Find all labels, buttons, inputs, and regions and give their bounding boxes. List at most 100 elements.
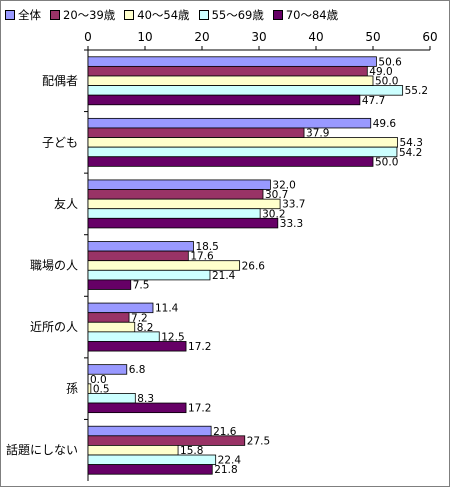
legend-swatch [198,10,209,20]
x-tick-label: 40 [308,30,323,44]
data-label: 49.6 [373,118,397,130]
x-tick-label: 50 [365,30,380,44]
data-label: 12.5 [161,331,184,343]
bar [87,425,212,437]
data-label: 8.3 [137,393,154,405]
bar [87,269,211,281]
category-label: 職場の人 [30,259,78,273]
data-label: 33.3 [280,218,303,230]
data-label: 22.4 [218,455,242,467]
data-label: 11.4 [155,303,179,315]
bar [87,454,217,466]
data-label: 50.0 [375,76,398,88]
data-label: 27.5 [247,435,270,447]
bar [87,402,187,414]
category-label: 友人 [54,197,78,211]
legend-label: 40〜54歳 [137,8,190,22]
legend-swatch [124,10,135,20]
bar [87,156,374,167]
legend-item: 40〜54歳 [124,7,190,23]
legend-swatch [272,10,283,20]
bar [87,383,92,394]
bar [87,56,377,67]
bar [87,85,404,96]
bar [87,65,368,77]
bar [87,94,361,106]
data-label: 17.2 [188,341,211,353]
data-label: 21.4 [212,270,236,282]
legend-label: 全体 [18,8,41,22]
bar [87,137,398,148]
data-label: 17.2 [188,403,211,415]
data-label: 49.0 [369,66,392,78]
bar [87,75,374,86]
bar [87,198,281,210]
bar [87,189,264,200]
bar [87,117,372,129]
data-label: 54.2 [399,147,422,159]
data-label: 50.0 [375,156,398,168]
legend: 全体 20〜39歳 40〜54歳 55〜69歳 70〜84歳 [5,6,347,24]
category-label: 子ども [42,135,78,149]
data-label: 55.2 [405,85,428,97]
data-label: 26.6 [242,260,266,272]
bar [87,179,271,190]
category-label: 配偶者 [42,74,78,88]
legend-swatch [5,10,15,20]
bar [87,341,187,352]
data-label: 6.8 [129,364,146,376]
bar [87,312,130,323]
legend-item: 55〜69歳 [198,7,264,23]
data-label: 21.8 [214,464,237,476]
category-label: 話題にしない [6,442,78,457]
data-label: 37.9 [306,128,329,140]
data-label: 54.3 [400,137,423,149]
category-label: 近所の人 [30,320,78,334]
data-label: 15.8 [180,445,203,457]
data-label: 0.0 [90,374,107,386]
bar [87,464,213,475]
data-label: 47.7 [362,95,385,107]
legend-item: 全体 [5,7,41,23]
data-label: 8.2 [137,322,154,334]
legend-label: 55〜69歳 [211,8,264,22]
bar [87,331,160,342]
legend-item: 70〜84歳 [272,7,339,23]
legend-item: 20〜39歳 [50,7,115,23]
bar [87,445,179,456]
data-label: 17.6 [190,251,214,263]
data-label: 32.0 [272,180,295,192]
data-label: 7.2 [131,312,148,324]
data-label: 18.5 [195,241,218,253]
bar [87,279,132,290]
bar [87,208,261,219]
bar [87,241,194,252]
bar [87,127,305,138]
legend-label: 20〜39歳 [63,8,116,22]
x-tick-label: 20 [194,30,209,44]
data-label: 21.6 [213,426,237,438]
data-label: 30.2 [262,208,285,220]
bar [87,393,136,404]
x-tick-label: 10 [137,30,152,44]
category-label: 孫 [66,382,78,396]
x-tick-label: 60 [422,30,437,44]
data-label: 50.6 [378,56,402,68]
bar [87,364,128,375]
data-label: 7.5 [133,280,150,292]
legend-label: 70〜84歳 [285,8,339,22]
bar [87,217,279,229]
bar [87,435,246,446]
bar [87,250,189,262]
bar [87,146,398,158]
bar [87,260,241,271]
bar [87,302,154,314]
data-label: 0.5 [93,383,110,395]
bar [87,321,136,333]
data-label: 30.7 [265,189,288,201]
legend-swatch [50,10,60,20]
x-tick-label: 30 [251,30,266,44]
x-tick-label: 0 [84,30,92,44]
data-label: 33.7 [282,199,305,211]
